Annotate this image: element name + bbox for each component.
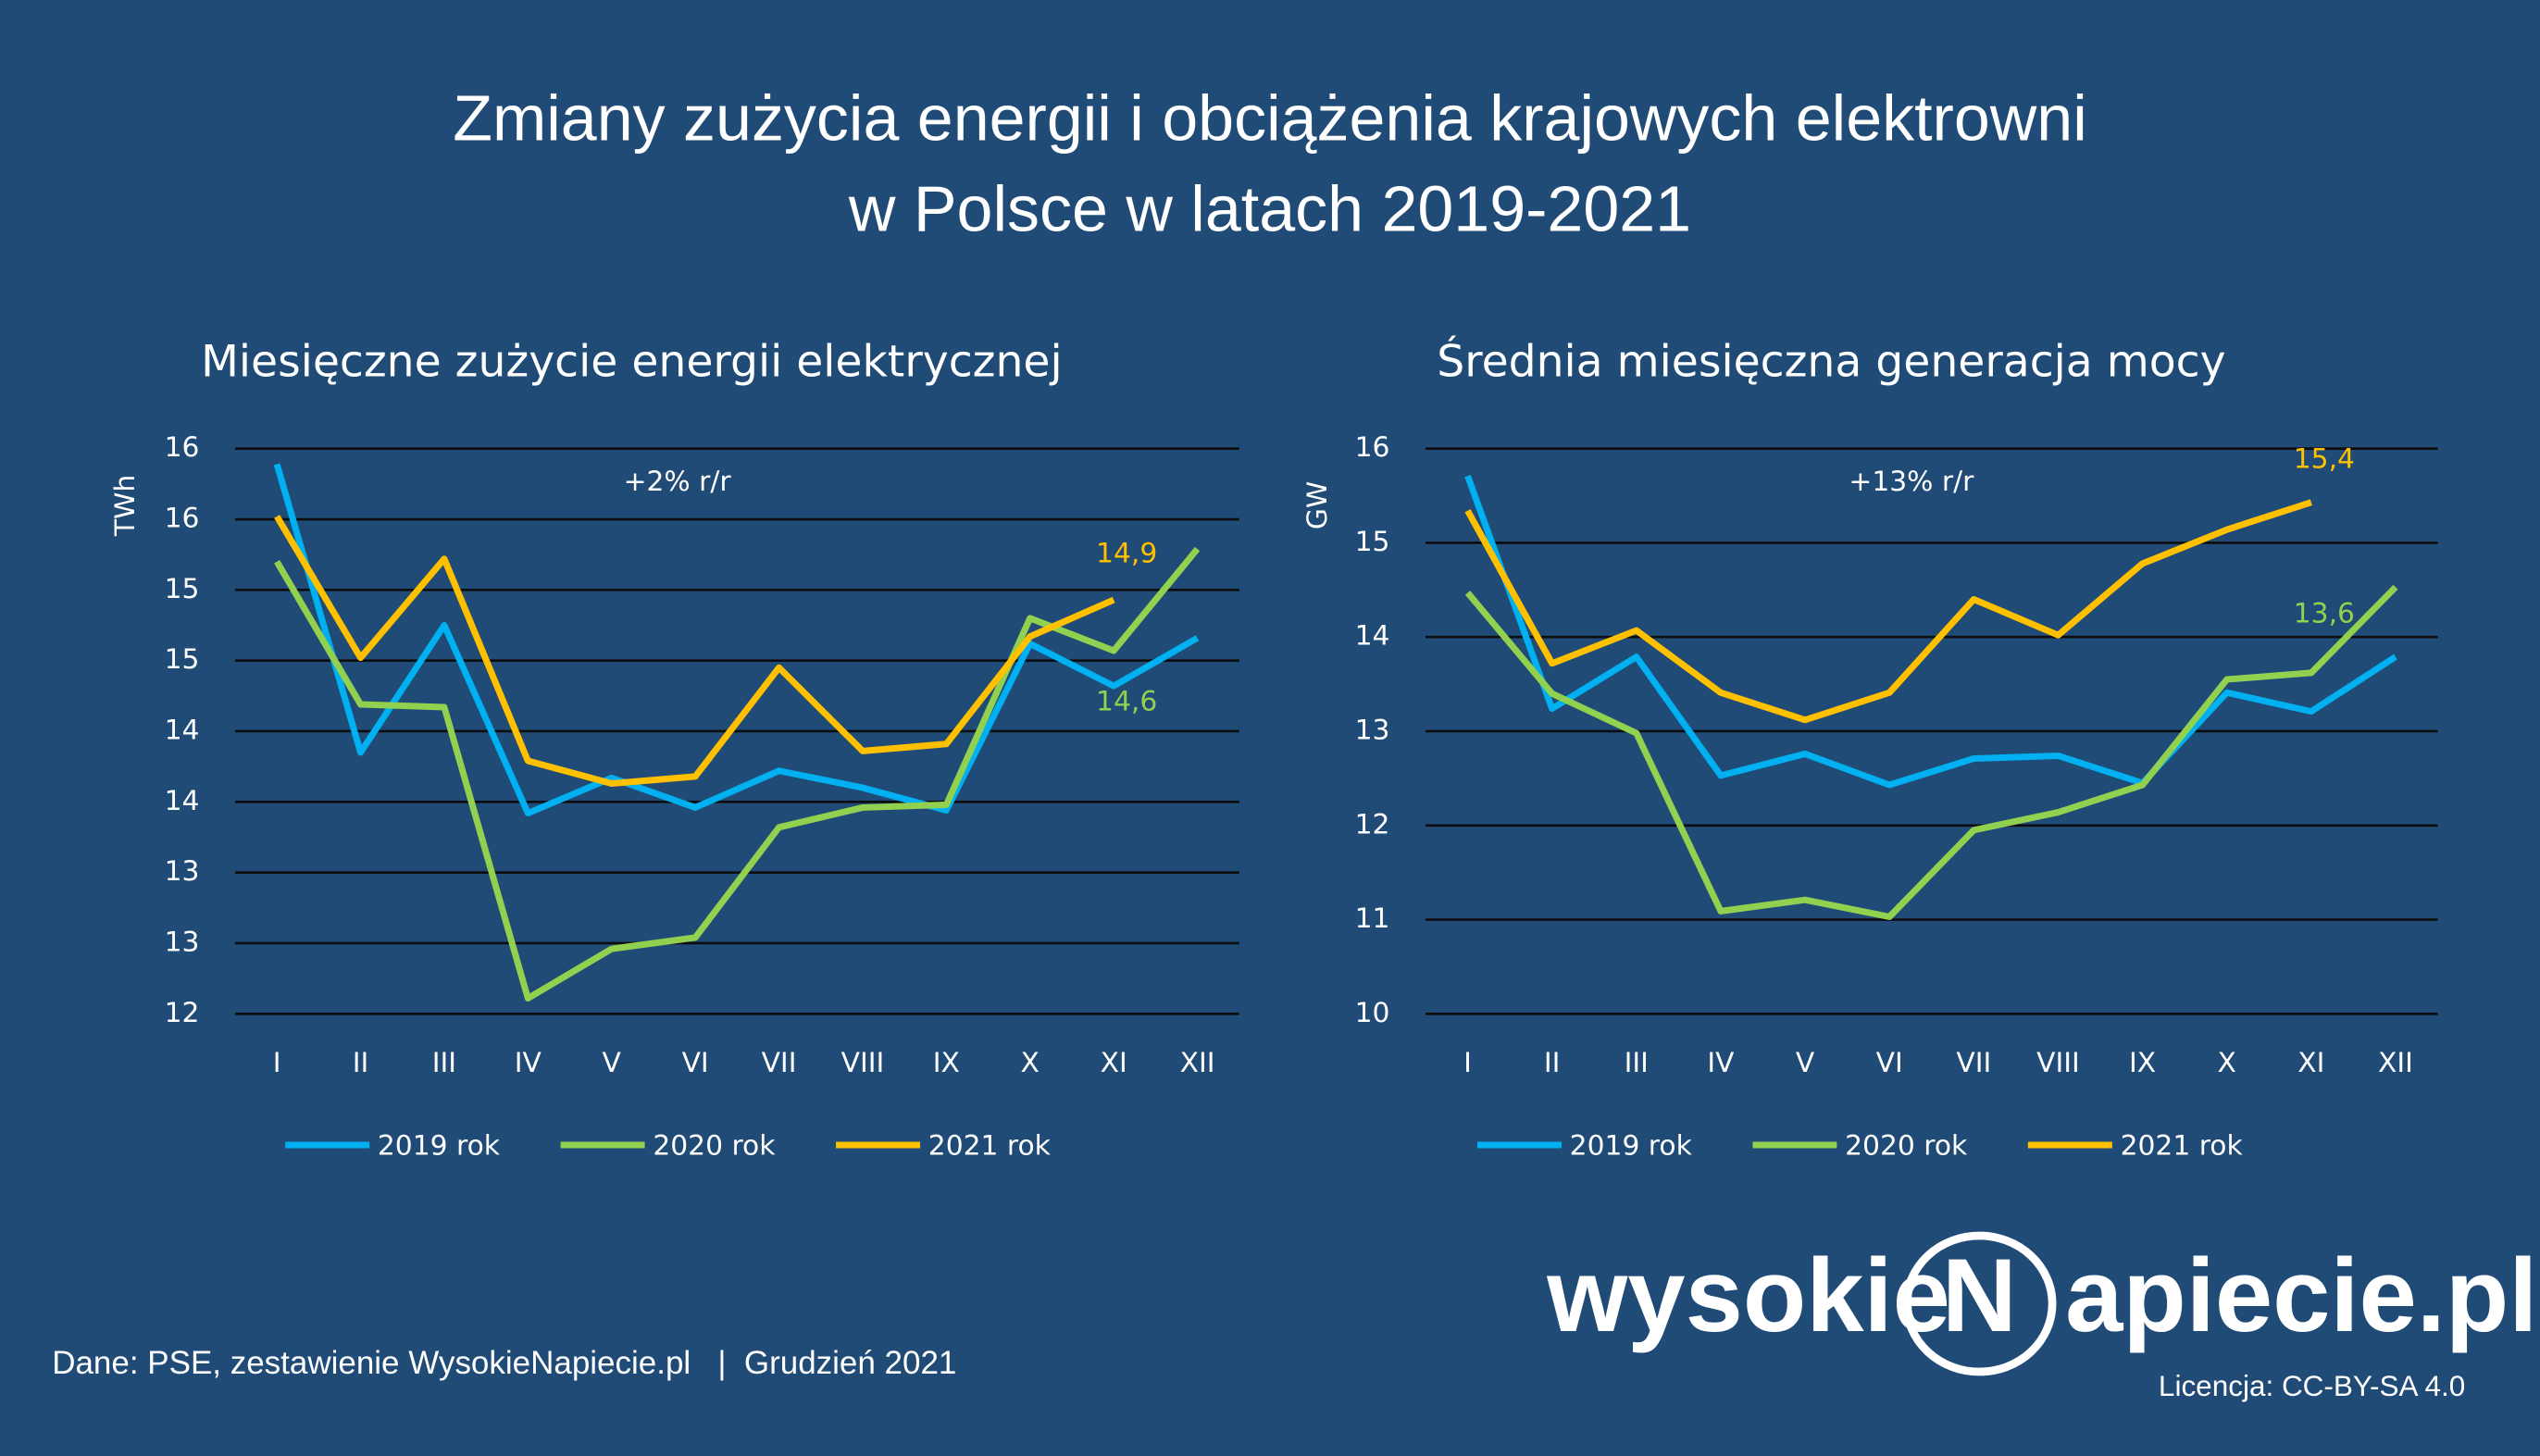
x-tick-label: V [603, 1047, 622, 1079]
annotation: +13% r/r [1849, 466, 1974, 498]
y-axis-title: TWh [109, 475, 142, 537]
y-tick-label: 13 [165, 855, 200, 888]
x-tick-label: VII [1956, 1047, 1991, 1079]
x-tick-label: I [1463, 1047, 1472, 1079]
y-tick-label: 14 [165, 714, 200, 746]
legend-label: 2019 rok [1570, 1129, 1693, 1162]
x-tick-label: X [1021, 1047, 1040, 1079]
legend-label: 2020 rok [1845, 1129, 1968, 1162]
annotation: +2% r/r [624, 466, 732, 498]
title-line: w Polsce w latach 2019-2021 [848, 172, 1691, 244]
x-tick-label: VI [682, 1047, 709, 1079]
chart-title: Miesięczne zużycie energii elektrycznej [201, 337, 1062, 388]
y-tick-label: 10 [1355, 997, 1390, 1029]
legend-label: 2021 rok [928, 1129, 1052, 1162]
y-tick-label: 13 [1355, 714, 1390, 746]
value-label: 14,6 [1096, 685, 1157, 717]
x-tick-label: VIII [841, 1047, 885, 1079]
x-tick-label: II [1544, 1047, 1561, 1079]
y-tick-label: 12 [1355, 808, 1390, 840]
x-tick-label: I [273, 1047, 281, 1079]
x-tick-label: V [1796, 1047, 1815, 1079]
x-tick-label: XII [1180, 1047, 1215, 1079]
title-line: Zmiany zużycia energii i obciążenia kraj… [453, 81, 2087, 154]
series-line [1464, 499, 2312, 724]
x-tick-label: VI [1876, 1047, 1903, 1079]
logo-ring [1902, 1231, 2057, 1376]
x-tick-label: XI [1101, 1047, 1127, 1079]
y-tick-label: 12 [165, 997, 200, 1029]
x-tick-label: VII [762, 1047, 797, 1079]
x-tick-label: XI [2297, 1047, 2324, 1079]
x-tick-label: IX [933, 1047, 960, 1079]
x-tick-label: XII [2378, 1047, 2413, 1079]
chart-title: Średnia miesięczna generacja mocy [1437, 335, 2225, 388]
y-tick-label: 13 [165, 926, 200, 958]
series-line [273, 463, 1200, 817]
y-tick-label: 14 [1355, 620, 1390, 653]
x-tick-label: II [353, 1047, 369, 1079]
series-line [274, 546, 1201, 1002]
value-label: 13,6 [2294, 597, 2355, 629]
y-tick-label: 16 [1355, 431, 1390, 464]
x-tick-label: IX [2129, 1047, 2156, 1079]
logo-text: wysokie [1546, 1238, 1950, 1353]
y-tick-label: 15 [165, 643, 200, 676]
y-tick-label: 16 [165, 503, 200, 535]
logo-text: N [1942, 1238, 2017, 1353]
y-tick-label: 14 [165, 785, 200, 817]
logo-text: apiecie.pl [2065, 1238, 2537, 1353]
y-tick-label: 16 [165, 431, 200, 464]
y-tick-label: 15 [165, 573, 200, 605]
y-tick-label: 11 [1355, 902, 1390, 935]
source: Dane: PSE, zestawienie WysokieNapiecie.p… [52, 1345, 956, 1381]
legend-label: 2020 rok [653, 1129, 776, 1162]
series-line [274, 515, 1115, 787]
series-line [1464, 474, 2397, 789]
x-tick-label: III [432, 1047, 456, 1079]
y-tick-label: 15 [1355, 526, 1390, 558]
x-tick-label: VIII [2036, 1047, 2080, 1079]
x-tick-label: III [1625, 1047, 1649, 1079]
x-tick-label: IV [1707, 1047, 1735, 1079]
license: Licencja: CC-BY-SA 4.0 [2159, 1369, 2465, 1402]
y-axis-title: GW [1301, 481, 1334, 529]
series-line [1464, 584, 2398, 920]
x-tick-label: IV [515, 1047, 542, 1079]
value-label: 15,4 [2294, 443, 2355, 476]
legend-label: 2021 rok [2121, 1129, 2244, 1162]
value-label: 14,9 [1096, 538, 1157, 570]
legend-label: 2019 rok [378, 1129, 501, 1162]
x-tick-label: X [2218, 1047, 2236, 1079]
